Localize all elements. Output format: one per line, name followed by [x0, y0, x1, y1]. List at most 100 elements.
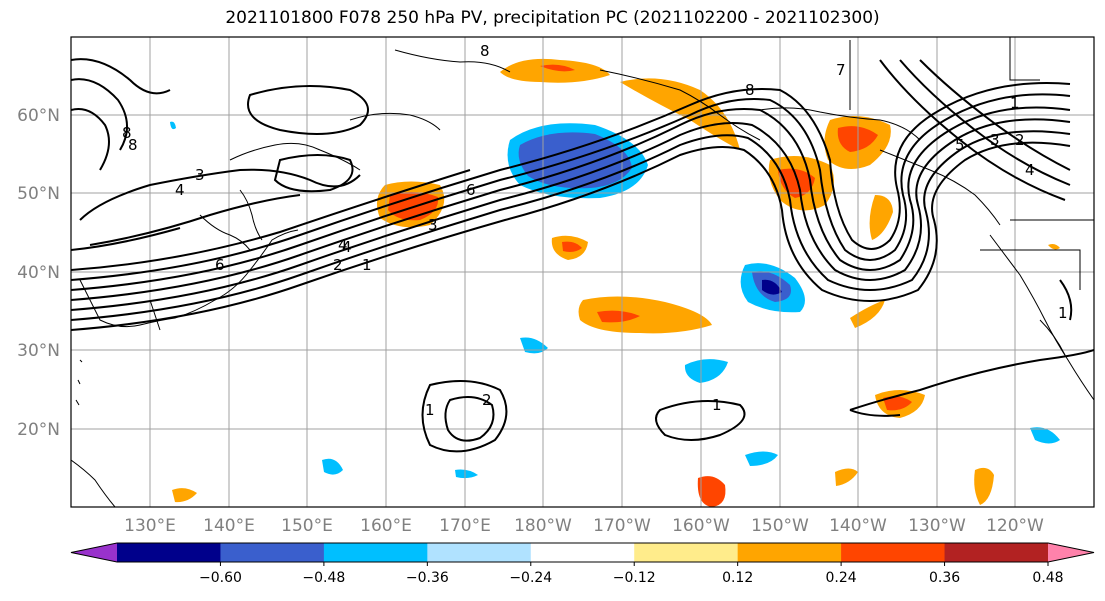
- pv-contour-label: 3: [428, 216, 438, 234]
- lon-label: 130°W: [908, 516, 966, 536]
- lon-label: 180°W: [514, 516, 572, 536]
- colorbar-segment: [220, 543, 325, 562]
- colorbar-segment: [737, 543, 842, 562]
- colorbar-tick-label: −0.60: [199, 570, 242, 586]
- pv-contour-label: 8: [745, 81, 755, 99]
- coastline: [229, 142, 361, 171]
- colorbar-tick-label: 0.48: [1032, 570, 1063, 586]
- precip-positive-area: [835, 468, 858, 486]
- pv-contour-label: 1: [362, 256, 372, 274]
- lon-label: 160°E: [360, 516, 412, 536]
- pv-contour-label: 1: [1010, 94, 1020, 112]
- precip-positive-area: [850, 300, 885, 328]
- colorbar-tick-label: −0.48: [302, 570, 345, 586]
- precip-positive-area: [500, 58, 610, 83]
- pv-contour-label: 8: [480, 42, 490, 60]
- pv-contour: [444, 395, 495, 442]
- pv-contour-label: 4: [338, 236, 348, 254]
- lon-label: 140°W: [829, 516, 887, 536]
- precip-positive-area: [562, 241, 582, 252]
- precip-positive-area: [697, 476, 726, 507]
- pv-contour-label: 6: [466, 181, 476, 199]
- precip-positive-area: [540, 64, 575, 72]
- precip-negative-area: [684, 359, 728, 383]
- pv-contour-label: 4: [175, 181, 185, 199]
- pv-contour: [849, 349, 1094, 411]
- pv-contour: [71, 227, 181, 251]
- pv-contour: [71, 106, 1071, 301]
- pv-contour-label: 2: [333, 256, 343, 274]
- colorbar-tick-label: 0.36: [929, 570, 960, 586]
- colorbar-tick-label: −0.24: [509, 570, 552, 586]
- coastline: [214, 229, 299, 301]
- lon-label: 160°W: [672, 516, 730, 536]
- colorbar-tick-label: 0.12: [722, 570, 753, 586]
- pv-contour: [71, 130, 1071, 321]
- coastline: [199, 214, 251, 251]
- precip-positive-area: [1048, 244, 1060, 250]
- graticule: [71, 37, 1094, 507]
- lon-label: 170°W: [593, 516, 651, 536]
- colorbar-segment: [634, 543, 739, 562]
- pv-contour: [71, 169, 471, 271]
- lat-label: 20°N: [17, 420, 60, 440]
- pv-contour: [247, 85, 369, 135]
- pv-contour-labels: 8 8 8 4 3 4 6 3 4 2 1 6 8 7 5 4 3 2 1 1 …: [122, 42, 1068, 419]
- pv-contour: [421, 380, 508, 453]
- pv-contour: [71, 93, 1071, 291]
- precip-positive-area: [869, 195, 893, 240]
- lat-label: 50°N: [17, 184, 60, 204]
- pv-contour: [849, 409, 901, 417]
- precip-positive-area: [578, 296, 712, 334]
- pv-contour-label: 4: [1025, 161, 1035, 179]
- colorbar-segment: [944, 543, 1049, 562]
- colorbar-segment: [323, 543, 428, 562]
- pv-contour-label: 7: [836, 61, 846, 79]
- precip-positive-area: [597, 310, 640, 323]
- pv-contour-label: 2: [1015, 131, 1025, 149]
- latitude-labels: 60°N 50°N 40°N 30°N 20°N: [17, 106, 60, 440]
- pv-contour: [89, 194, 301, 246]
- coastline: [599, 69, 761, 141]
- colorbar-tick-label: 0.24: [826, 570, 857, 586]
- lon-label: 150°E: [281, 516, 333, 536]
- pv-contour: [71, 78, 128, 151]
- colorbar-segment: [841, 543, 946, 562]
- pv-contour-label: 6: [215, 256, 225, 274]
- pv-contour-label: 1: [425, 401, 435, 419]
- colorbar: −0.60 −0.48 −0.36 −0.24 −0.12 0.12 0.24 0.36 0.4…: [70, 542, 1095, 586]
- map-border: [70, 36, 1095, 508]
- coastline: [989, 234, 1094, 401]
- precip-negative-area: [762, 279, 782, 295]
- precip-negative-area: [520, 337, 548, 354]
- lon-label: 140°E: [203, 516, 255, 536]
- colorbar-outline: [70, 542, 1095, 563]
- lat-label: 30°N: [17, 341, 60, 361]
- pv-contour: [71, 141, 1071, 331]
- coastline: [239, 189, 263, 241]
- precip-negative-area: [518, 132, 632, 189]
- colorbar-extend-max: [1048, 543, 1094, 562]
- map-title: 2021101800 F078 250 hPa PV, precipitatio…: [225, 8, 880, 28]
- precip-negative-area: [170, 121, 176, 130]
- lat-label: 40°N: [17, 263, 60, 283]
- colorbar-segment: [117, 543, 221, 562]
- pv-contour-label: 2: [482, 391, 492, 409]
- longitude-labels: 130°E 140°E 150°E 160°E 170°E 180°W 170°…: [124, 516, 1044, 536]
- pv-contour: [71, 58, 171, 95]
- coastline: [75, 359, 83, 406]
- lon-label: 150°W: [751, 516, 809, 536]
- pv-contour-label: 1: [1058, 304, 1068, 322]
- coastline: [149, 299, 161, 331]
- coastline: [759, 107, 921, 141]
- precip-negative-area: [745, 451, 778, 466]
- precip-negative-area: [1030, 427, 1060, 444]
- precip-negative-area: [322, 458, 343, 475]
- coastline: [71, 459, 116, 507]
- pv-contour: [899, 59, 1071, 186]
- pv-contour: [79, 168, 361, 221]
- pv-contour: [71, 108, 110, 171]
- pv-contour-label: 8: [128, 136, 138, 154]
- precip-positive-area: [974, 467, 994, 505]
